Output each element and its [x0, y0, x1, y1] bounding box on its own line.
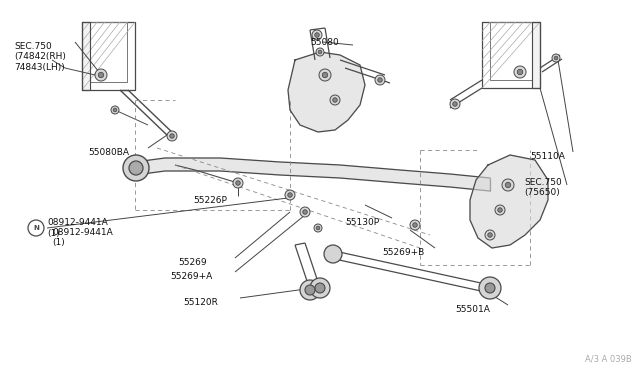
Text: 55501A: 55501A: [455, 305, 490, 314]
Circle shape: [324, 245, 342, 263]
Polygon shape: [470, 155, 548, 248]
Circle shape: [485, 230, 495, 240]
Circle shape: [452, 102, 457, 106]
Circle shape: [113, 108, 117, 112]
Circle shape: [413, 223, 417, 227]
Circle shape: [410, 220, 420, 230]
Circle shape: [28, 220, 44, 236]
Polygon shape: [82, 22, 90, 90]
Text: 55080: 55080: [310, 38, 339, 47]
Circle shape: [123, 155, 149, 181]
Circle shape: [479, 277, 501, 299]
Circle shape: [552, 54, 560, 62]
Circle shape: [303, 210, 307, 214]
Circle shape: [485, 283, 495, 293]
Text: 55130P: 55130P: [345, 218, 379, 227]
Circle shape: [312, 30, 322, 40]
Circle shape: [333, 98, 337, 102]
Circle shape: [129, 161, 143, 175]
Text: SEC.750
(75650): SEC.750 (75650): [524, 178, 562, 198]
Circle shape: [315, 33, 319, 37]
Circle shape: [495, 205, 505, 215]
Circle shape: [233, 178, 243, 188]
Text: SEC.750
(74842(RH)
74843(LH)): SEC.750 (74842(RH) 74843(LH)): [14, 42, 66, 72]
Circle shape: [316, 48, 324, 56]
Polygon shape: [135, 158, 490, 191]
Circle shape: [554, 56, 558, 60]
Circle shape: [514, 66, 526, 78]
Circle shape: [288, 193, 292, 197]
Text: 55269: 55269: [178, 258, 207, 267]
Text: 55120R: 55120R: [183, 298, 218, 307]
Circle shape: [319, 69, 331, 81]
Circle shape: [167, 131, 177, 141]
Polygon shape: [532, 22, 540, 88]
Circle shape: [99, 72, 104, 78]
Circle shape: [314, 224, 322, 232]
Circle shape: [236, 181, 240, 185]
Circle shape: [517, 69, 523, 75]
Text: 55110A: 55110A: [530, 152, 565, 161]
Circle shape: [450, 99, 460, 109]
Text: 55080BA: 55080BA: [88, 148, 129, 157]
Circle shape: [95, 69, 107, 81]
Circle shape: [300, 207, 310, 217]
Circle shape: [170, 134, 174, 138]
Text: 55269+A: 55269+A: [170, 272, 212, 281]
Circle shape: [330, 95, 340, 105]
Circle shape: [318, 50, 322, 54]
Circle shape: [378, 78, 382, 82]
Text: 08912-9441A
(1): 08912-9441A (1): [47, 218, 108, 238]
Polygon shape: [288, 52, 365, 132]
Circle shape: [502, 179, 514, 191]
Text: 55226P: 55226P: [193, 196, 227, 205]
Circle shape: [315, 283, 325, 293]
Circle shape: [498, 208, 502, 212]
Circle shape: [488, 233, 492, 237]
Circle shape: [506, 182, 511, 188]
Text: 55269+B: 55269+B: [382, 248, 424, 257]
Circle shape: [316, 226, 320, 230]
Circle shape: [285, 190, 295, 200]
Circle shape: [375, 75, 385, 85]
Circle shape: [310, 278, 330, 298]
Text: 08912-9441A
(1): 08912-9441A (1): [52, 228, 113, 247]
Circle shape: [111, 106, 119, 114]
Circle shape: [305, 285, 315, 295]
Circle shape: [323, 72, 328, 78]
Circle shape: [300, 280, 320, 300]
Text: N: N: [33, 225, 39, 231]
Text: A/3 A 039B: A/3 A 039B: [585, 355, 632, 364]
